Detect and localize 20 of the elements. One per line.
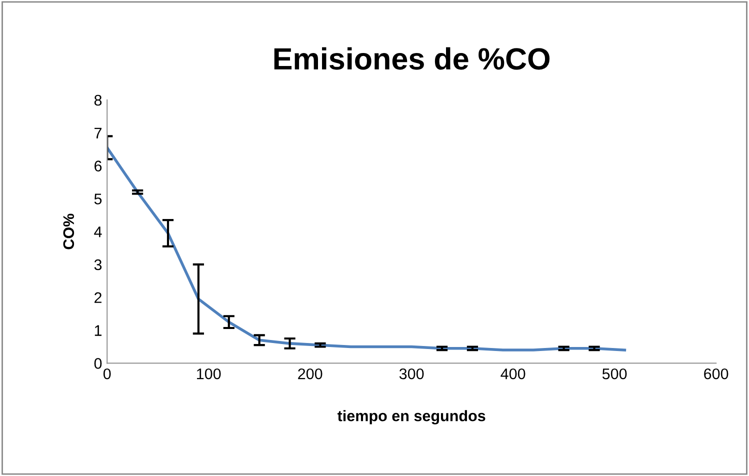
x-tick-label: 200 [298, 368, 322, 380]
y-tick-label: 0 [94, 358, 102, 369]
chart-title: Emisiones de %CO [274, 47, 550, 70]
x-axis-title: tiempo en segundos [337, 410, 486, 424]
y-tick-label: 4 [94, 226, 102, 238]
y-tick-label: 6 [94, 160, 102, 172]
y-tick-label: 3 [94, 259, 102, 270]
y-tick-label: 1 [94, 325, 102, 336]
y-tick-label: 5 [94, 194, 102, 204]
x-tick-label: 0 [103, 368, 111, 380]
line-series [107, 146, 626, 352]
x-tick-label: 500 [602, 368, 627, 380]
y-tick-label: 7 [94, 128, 102, 138]
y-tick-label: 2 [94, 292, 102, 303]
x-tick-label: 600 [704, 368, 728, 380]
x-tick-label: 100 [197, 368, 221, 380]
y-axis-title: CO% [63, 214, 74, 250]
x-tick-label: 400 [500, 368, 526, 380]
x-tick-label: 300 [399, 368, 424, 380]
y-tick-label: 8 [94, 94, 102, 106]
